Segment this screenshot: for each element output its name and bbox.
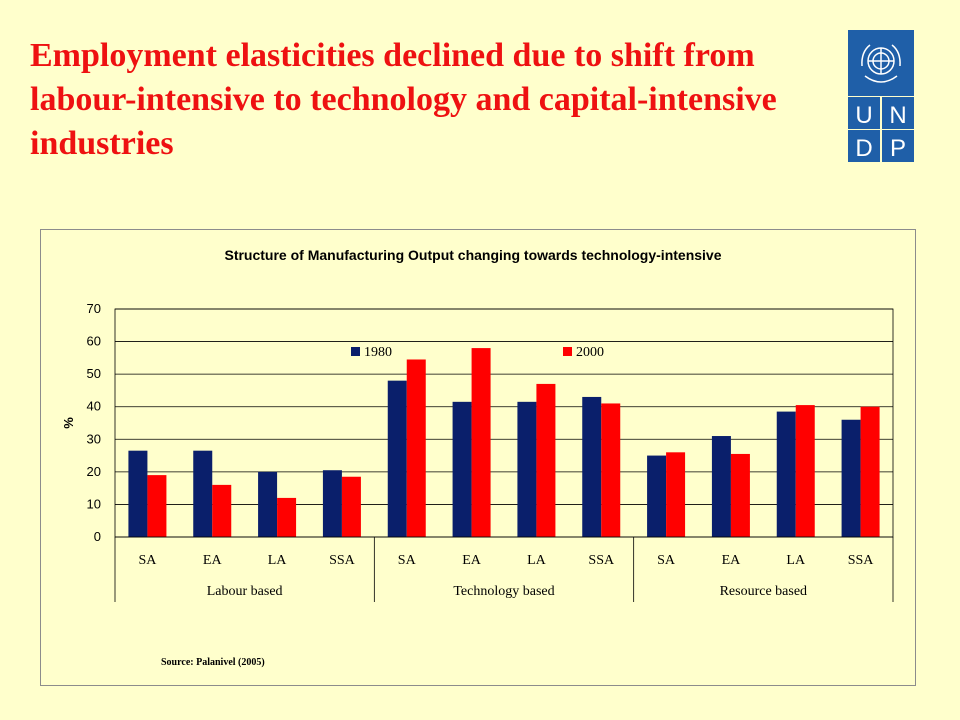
x-tick-label: LA [527,553,547,568]
bar-1980-6 [517,401,537,537]
y-tick-label: 60 [87,334,101,349]
x-tick-label: SA [138,553,157,568]
bar-2000-11 [860,406,880,537]
group-label: Resource based [720,584,807,599]
y-tick-label: 30 [87,431,101,446]
bar-1980-2 [258,471,278,537]
x-tick-label: LA [786,553,806,568]
undp-logo: U N D P [848,30,914,162]
bar-2000-1 [212,484,232,537]
bar-chart: Structure of Manufacturing Output changi… [61,247,894,602]
y-tick-label: 70 [87,301,101,316]
bar-1980-0 [128,450,148,537]
slide-title: Employment elasticities declined due to … [30,37,777,162]
bar-2000-7 [601,403,621,537]
bar-1980-11 [841,419,861,537]
bar-2000-2 [277,497,297,537]
legend-label-2000: 2000 [576,345,604,360]
bar-1980-8 [647,455,667,537]
logo-letter-u: U [855,102,872,129]
bar-2000-10 [795,405,815,537]
x-tick-label: EA [722,553,742,568]
bar-1980-9 [711,436,731,537]
bar-2000-8 [666,452,686,537]
group-label: Labour based [207,584,283,599]
chart-container: Structure of Manufacturing Output changi… [40,229,916,686]
bar-1980-4 [387,380,407,537]
bar-1980-1 [193,450,213,537]
x-tick-label: SSA [848,553,875,568]
y-tick-label: 40 [87,399,101,414]
logo-letter-n: N [889,102,906,129]
group-label: Technology based [453,584,554,599]
bar-2000-3 [341,476,361,537]
bar-2000-9 [730,453,750,537]
bar-1980-5 [452,401,472,537]
x-tick-label: EA [203,553,223,568]
x-tick-label: SSA [588,553,615,568]
logo-letter-d: D [855,135,872,162]
legend-swatch-2000 [563,347,572,356]
x-tick-label: SA [657,553,676,568]
x-tick-label: SA [398,553,417,568]
x-tick-label: SSA [329,553,356,568]
y-tick-label: 0 [94,529,101,544]
chart-source: Source: Palanivel (2005) [161,657,265,668]
chart-title: Structure of Manufacturing Output changi… [224,247,721,263]
legend-swatch-1980 [351,347,360,356]
bar-2000-4 [406,359,426,537]
bar-2000-0 [147,475,167,537]
legend-label-1980: 1980 [364,345,392,360]
logo-letter-p: P [890,135,906,162]
bar-2000-6 [536,383,556,537]
bar-1980-7 [582,396,602,537]
plot-area-frame [114,308,894,538]
y-tick-label: 10 [87,496,101,511]
bar-1980-3 [322,470,342,537]
un-emblem-icon [861,44,901,83]
x-tick-label: LA [268,553,288,568]
x-tick-label: EA [462,553,482,568]
y-axis-label: % [61,417,76,429]
bar-2000-5 [471,348,491,537]
y-tick-label: 20 [87,464,101,479]
bar-1980-10 [776,411,796,537]
y-tick-label: 50 [87,366,101,381]
